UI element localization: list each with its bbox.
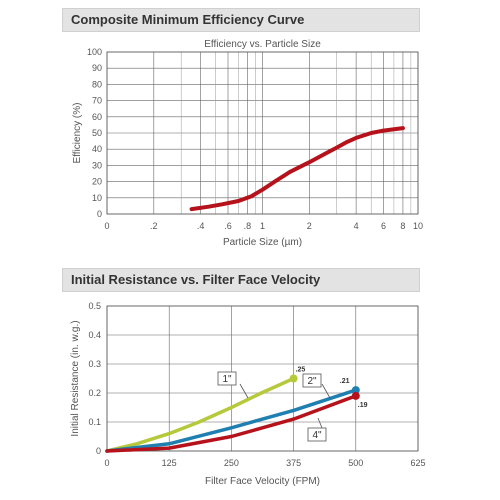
y-tick-label: 30 [92, 160, 102, 170]
x-tick-label: 375 [286, 458, 301, 468]
x-tick-label: .2 [150, 221, 158, 231]
x-tick-label: 0 [104, 458, 109, 468]
series-label: 1" [222, 374, 232, 385]
series-label: 4" [312, 430, 322, 441]
series-label: 2" [307, 376, 317, 387]
x-tick-label: .6 [224, 221, 232, 231]
plot-frame [106, 305, 419, 452]
label-leader-line [321, 383, 331, 399]
x-axis-label: Particle Size (µm) [223, 237, 302, 248]
series-line-2in [105, 388, 358, 453]
chart-subtitle: Efficiency vs. Particle Size [204, 39, 321, 50]
y-tick-label: 20 [92, 177, 102, 187]
x-tick-label: 500 [348, 458, 363, 468]
series-endpoint-1in [289, 374, 298, 383]
x-tick-label: 2 [307, 221, 312, 231]
y-tick-label: 0 [96, 446, 101, 456]
series-endpoint-4in [351, 391, 360, 400]
endpoint-value-label: .19 [358, 402, 368, 409]
series-endpoint-2in [351, 386, 360, 395]
series-line-1in [105, 376, 296, 453]
x-tick-label: 8 [400, 221, 405, 231]
endpoint-value-label: .21 [340, 378, 350, 385]
y-tick-label: 90 [92, 63, 102, 73]
y-tick-label: 70 [92, 96, 102, 106]
y-tick-label: 0.2 [88, 388, 101, 398]
y-tick-label: 0.4 [88, 330, 101, 340]
label-leader-line [239, 383, 249, 399]
x-tick-label: 250 [224, 458, 239, 468]
y-tick-label: 100 [87, 47, 102, 57]
endpoint-value-label: .25 [296, 367, 306, 374]
y-tick-label: 60 [92, 112, 102, 122]
x-tick-label: .8 [244, 221, 252, 231]
x-tick-label: 0 [104, 221, 109, 231]
series-label-box [302, 373, 322, 388]
x-tick-label: 6 [381, 221, 386, 231]
resistance-chart: 0 0.1 0.2 0.3 0.4 0.5 0 125 250 375 500 625 .25 1" .21… [70, 301, 426, 487]
series-line-4in [105, 394, 358, 453]
x-tick-label: 10 [413, 221, 423, 231]
y-tick-label: 0 [97, 209, 102, 219]
efficiency-panel-title: Composite Minimum Efficiency Curve [62, 8, 420, 32]
y-tick-label: 10 [92, 193, 102, 203]
label-leader-line [317, 417, 323, 429]
x-tick-label: 625 [410, 458, 425, 468]
y-tick-label: 0.3 [88, 359, 101, 369]
plot-frame [106, 51, 419, 215]
y-tick-label: 0.5 [88, 301, 101, 311]
x-axis-label: Filter Face Velocity (FPM) [205, 476, 320, 487]
y-axis-label: Efficiency (%) [72, 103, 83, 164]
series-label-box [307, 427, 327, 442]
series-label-box [217, 371, 237, 386]
y-axis-label: Initial Resistance (in. w.g.) [70, 320, 81, 436]
efficiency-curve [189, 126, 405, 212]
x-tick-label: 1 [260, 221, 265, 231]
efficiency-chart: Efficiency vs. Particle Size010203040506… [72, 39, 423, 248]
y-tick-label: 0.1 [88, 417, 101, 427]
x-tick-label: .4 [197, 221, 205, 231]
y-tick-label: 40 [92, 144, 102, 154]
resistance-panel-title: Initial Resistance vs. Filter Face Veloc… [62, 268, 420, 292]
x-tick-label: 125 [162, 458, 177, 468]
y-tick-label: 80 [92, 79, 102, 89]
x-tick-label: 4 [354, 221, 359, 231]
y-tick-label: 50 [92, 128, 102, 138]
